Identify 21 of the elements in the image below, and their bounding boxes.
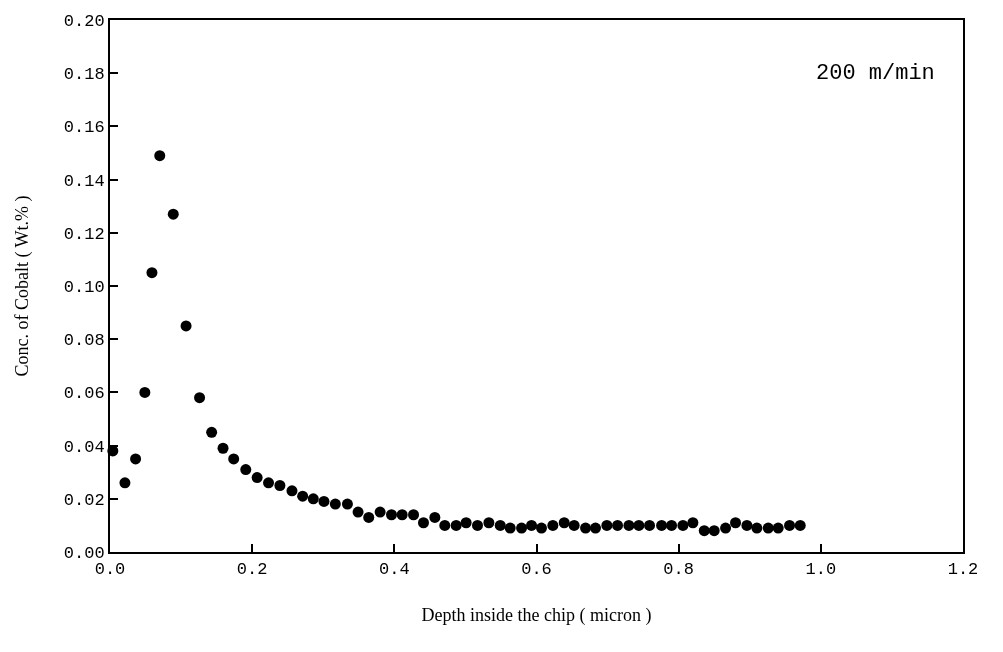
y-tick-label: 0.10	[63, 277, 105, 297]
x-tick-label: 1.2	[947, 560, 979, 580]
x-tick-label: 0.6	[521, 560, 552, 580]
annotation: 200 m/min	[816, 61, 935, 86]
y-tick-label: 0.20	[63, 11, 105, 31]
y-tick-label: 0.02	[63, 490, 105, 510]
y-tick-label: 0.00	[63, 543, 105, 563]
y-tick-label: 0.12	[63, 224, 105, 244]
x-axis-title: Depth inside the chip ( micron )	[421, 605, 652, 626]
y-axis-title: Conc. of Cobalt ( Wt.% )	[12, 195, 34, 377]
y-tick-label: 0.14	[63, 171, 105, 191]
y-tick-label: 0.04	[63, 437, 105, 457]
x-tick-label: 0.0	[94, 560, 126, 580]
y-tick-label: 0.08	[63, 331, 105, 351]
x-tick-label: 0.8	[663, 560, 694, 580]
x-tick-label: 1.0	[805, 560, 837, 580]
x-tick-label: 0.4	[379, 560, 410, 580]
x-tick-label: 0.2	[236, 560, 268, 580]
y-tick-label: 0.16	[63, 118, 105, 138]
y-tick-label: 0.06	[63, 384, 105, 404]
y-tick-label: 0.18	[63, 65, 105, 85]
